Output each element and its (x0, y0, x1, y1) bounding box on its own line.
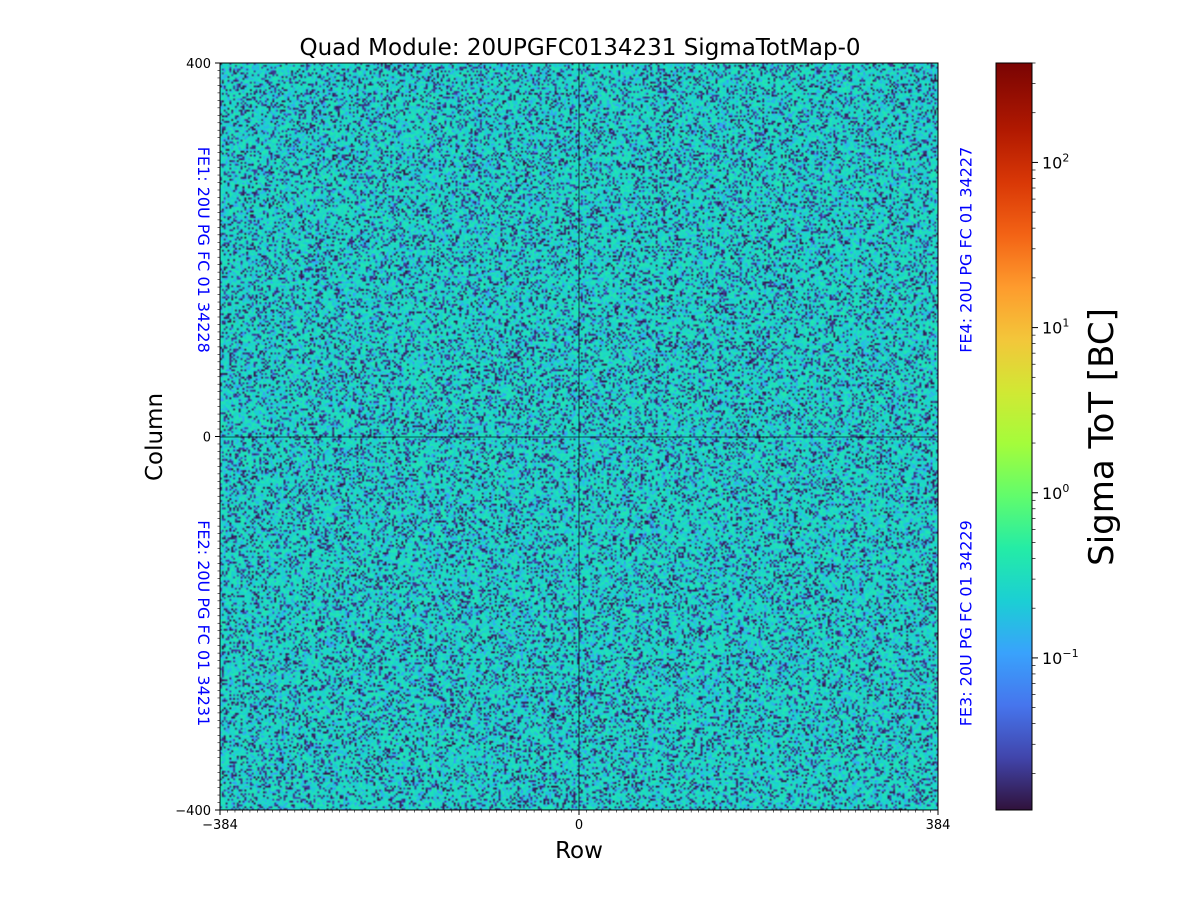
colorbar-tick-base: 10 (1042, 153, 1062, 172)
colorbar-tick-label: 102 (1042, 151, 1069, 172)
colorbar-tick-base: 10 (1042, 319, 1062, 338)
y-axis-label: Column (142, 393, 168, 481)
fe-label-fe2: FE2: 20U PG FC 01 34231 (194, 520, 213, 726)
colorbar-tick-base: 10 (1042, 484, 1062, 503)
colorbar-tick-exponent: 1 (1062, 317, 1069, 330)
colorbar-tick-label: 10−1 (1042, 647, 1079, 668)
fe-label-fe1: FE1: 20U PG FC 01 34228 (194, 147, 213, 353)
chart-title: Quad Module: 20UPGFC0134231 SigmaTotMap-… (300, 35, 861, 61)
colorbar-gradient (995, 62, 1033, 811)
heatmap-area (219, 62, 939, 811)
front-end-labels: FE1: 20U PG FC 01 34228 FE2: 20U PG FC 01… (194, 147, 976, 727)
y-tick-label: −400 (175, 804, 211, 819)
y-tick-label: 400 (186, 57, 211, 72)
x-axis-label: Row (555, 838, 603, 864)
x-tick-label: 0 (575, 818, 583, 833)
y-axis: 400 0 −400 (175, 57, 220, 819)
colorbar-tick-label: 100 (1042, 482, 1069, 503)
colorbar-tick-exponent: 2 (1062, 151, 1069, 164)
colorbar-tick-exponent: −1 (1062, 647, 1078, 660)
x-tick-label: −384 (202, 818, 238, 833)
y-tick-label: 0 (203, 431, 211, 446)
colorbar-tick-label: 101 (1042, 317, 1069, 338)
fe-label-fe3: FE3: 20U PG FC 01 34229 (957, 520, 976, 726)
colorbar-label: Sigma ToT [BC] (1082, 308, 1122, 566)
colorbar-tick-exponent: 0 (1062, 482, 1069, 495)
fe-label-fe4: FE4: 20U PG FC 01 34227 (957, 147, 976, 353)
x-tick-label: 384 (926, 818, 951, 833)
x-axis: −384 0 384 (202, 810, 950, 833)
colorbar-tick-base: 10 (1042, 649, 1062, 668)
